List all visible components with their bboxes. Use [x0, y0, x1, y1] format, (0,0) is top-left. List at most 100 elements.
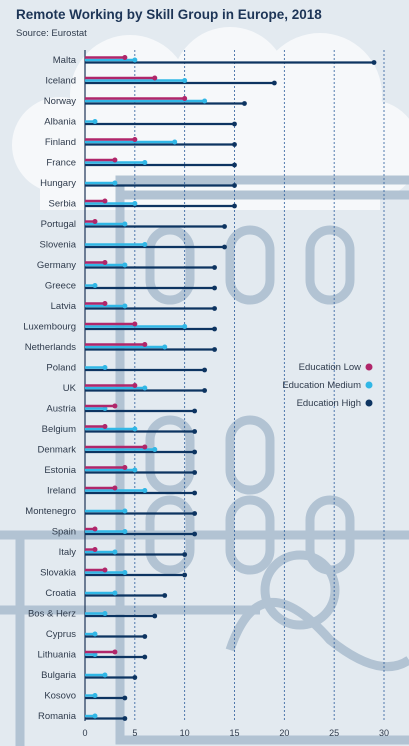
bar-high-end: [182, 572, 188, 578]
category-label: Malta: [53, 55, 77, 66]
category-label: Bos & Herz: [28, 609, 76, 620]
bar-high-end: [182, 552, 188, 557]
bar-medium-end: [132, 426, 138, 432]
bar-high-end: [202, 367, 208, 373]
bar-medium-end: [132, 201, 138, 206]
bar-medium-end: [112, 180, 118, 186]
bar-medium-end: [182, 324, 188, 329]
category-label: Slovakia: [40, 568, 77, 579]
bar-low-end: [102, 260, 108, 265]
bar-high-end: [192, 490, 198, 496]
bar-medium-end: [132, 467, 138, 473]
category-label: Italy: [59, 547, 77, 558]
bar-high-end: [122, 716, 128, 721]
bar-medium-end: [112, 590, 118, 596]
category-label: Iceland: [45, 76, 76, 87]
category-label: Albania: [44, 117, 76, 128]
bar-high-end: [152, 613, 158, 619]
bar-high-end: [192, 511, 198, 516]
bar-high-end: [192, 429, 198, 434]
bar-low-end: [112, 157, 118, 163]
bar-high-end: [212, 306, 217, 311]
bar-low-end: [112, 485, 118, 491]
bar-high-end: [192, 408, 198, 414]
category-label: Serbia: [49, 199, 77, 210]
category-label: Slovenia: [40, 240, 77, 251]
bar-high-end: [232, 142, 237, 147]
bar-high-end: [212, 347, 217, 352]
bar-medium-end: [92, 283, 98, 288]
bar-high-end: [232, 121, 237, 127]
chart-source: Source: Eurostat: [16, 28, 87, 39]
bar-medium-end: [92, 119, 98, 124]
bar-medium-end: [92, 713, 98, 719]
category-label: Portugal: [41, 219, 76, 230]
bar-medium-end: [92, 693, 98, 698]
x-tick-label: 5: [132, 728, 137, 738]
bar-low-end: [132, 137, 138, 142]
bar-medium-end: [122, 303, 128, 309]
legend-label: Education High: [297, 398, 361, 409]
legend-label: Education Low: [299, 362, 361, 373]
x-tick-label: 0: [82, 728, 87, 738]
category-label: France: [46, 158, 76, 169]
bar-medium-end: [102, 611, 108, 616]
chart-title: Remote Working by Skill Group in Europe,…: [16, 7, 322, 22]
bar-low-end: [112, 403, 118, 409]
bar-high-end: [271, 80, 277, 86]
legend-marker: [365, 381, 373, 389]
category-label: Denmark: [37, 445, 76, 456]
bar-high-end: [232, 183, 237, 188]
bar-medium-end: [142, 242, 148, 247]
category-label: UK: [63, 383, 77, 394]
legend-marker: [365, 399, 373, 407]
bar-medium-end: [102, 406, 108, 411]
category-label: Bulgaria: [41, 670, 77, 681]
bar-low-end: [102, 567, 108, 573]
bar-high-end: [192, 470, 198, 475]
category-label: Kosovo: [44, 691, 76, 702]
category-label: Norway: [44, 96, 76, 107]
bar-low-end: [142, 444, 148, 450]
bar-low-end: [92, 526, 98, 532]
bar-high-end: [212, 285, 217, 291]
bar-low-end: [102, 198, 108, 204]
category-label: Spain: [52, 527, 76, 538]
bar-low-end: [102, 424, 108, 429]
bar-medium-end: [102, 672, 108, 678]
category-label: Romania: [38, 711, 77, 722]
bar-medium-end: [142, 488, 148, 493]
bar-high-end: [222, 244, 227, 250]
category-label: Austria: [46, 404, 76, 415]
bar-medium-end: [122, 529, 128, 534]
bar-medium-end: [182, 78, 188, 83]
bar-high-end: [371, 60, 377, 65]
bar-medium-end: [92, 631, 98, 637]
bar-medium-end: [122, 262, 128, 268]
bar-high-end: [202, 388, 208, 393]
bar-medium-end: [132, 57, 138, 63]
legend-label: Education Medium: [282, 380, 361, 391]
bar-medium-end: [152, 447, 158, 452]
bar-high-end: [122, 695, 128, 701]
bar-high-end: [192, 449, 198, 455]
category-label: Lithuania: [37, 650, 76, 661]
category-label: Estonia: [44, 465, 76, 476]
category-label: Ireland: [47, 486, 76, 497]
bar-high-end: [212, 265, 217, 270]
x-tick-label: 10: [180, 728, 190, 738]
bar-high-end: [242, 101, 247, 106]
bar-high-end: [142, 634, 148, 639]
category-label: Netherlands: [25, 342, 76, 353]
bar-low-end: [152, 75, 158, 81]
bar-low-end: [92, 219, 98, 224]
bar-low-end: [112, 649, 118, 655]
bar-medium-end: [142, 385, 148, 391]
category-label: Germany: [37, 260, 76, 271]
category-label: Hungary: [40, 178, 76, 189]
category-label: Latvia: [51, 301, 77, 312]
bar-medium-end: [122, 221, 128, 227]
category-label: Poland: [46, 363, 76, 374]
bar-low-end: [122, 55, 128, 60]
